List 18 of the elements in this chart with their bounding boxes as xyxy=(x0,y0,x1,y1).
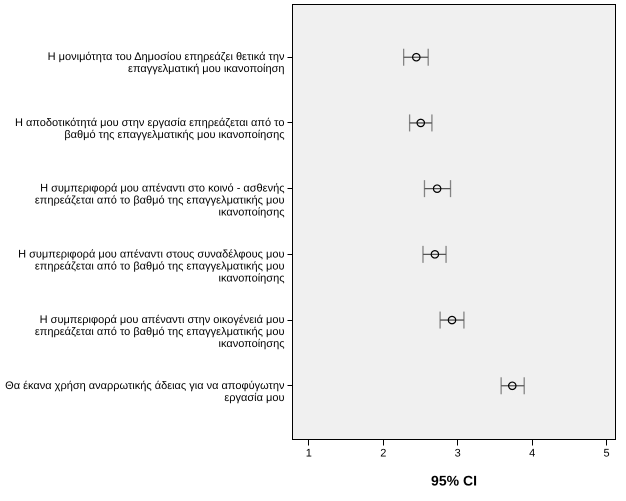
point xyxy=(412,52,421,62)
y-tick-label: Η συμπεριφορά μου απέναντι στους συναδέλφους μου επηρεάζεται από το βαθμό της επαγγελματικής μου ικανοποίησης xyxy=(18,248,284,284)
x-tick-label: 2 xyxy=(380,448,386,460)
x-tick-label: 1 xyxy=(306,448,312,460)
y-tick-label: Η μονιμότητα του Δημοσίου επηρεάζει θετικά την επαγγελματική μου ικανοποίηση xyxy=(48,51,285,76)
y-tick-label: Η αποδοτικότητά μου στην εργασία επηρεάζεται από το βαθμό της επαγγελματικής μου ικανοποίησης xyxy=(14,116,284,141)
point xyxy=(432,184,442,193)
x-tick-label: 4 xyxy=(529,448,536,460)
point xyxy=(448,316,456,324)
x-axis-title: 95% CI xyxy=(431,472,477,488)
y-tick-label: Η συμπεριφορά μου απέναντι στο κοινό - ασθενής επηρεάζεται από το βαθμό της επαγγελματικής μου ικανοποίησης xyxy=(34,182,284,219)
y-tick-label: Η συμπεριφορά μου απέναντι στην οικογένειά μου επηρεάζεται από το βαθμό της επαγγελματικής μου ικανοποίησης xyxy=(34,314,284,350)
point xyxy=(430,250,440,259)
x-tick-label: 5 xyxy=(604,448,610,460)
point xyxy=(416,118,426,128)
x-tick-label: 3 xyxy=(454,448,461,460)
y-tick-label: Θα έκανα χρήση αναρρωτικής άδειας για να αποφύγωτην εργασία μου xyxy=(5,380,285,404)
point xyxy=(508,381,517,390)
